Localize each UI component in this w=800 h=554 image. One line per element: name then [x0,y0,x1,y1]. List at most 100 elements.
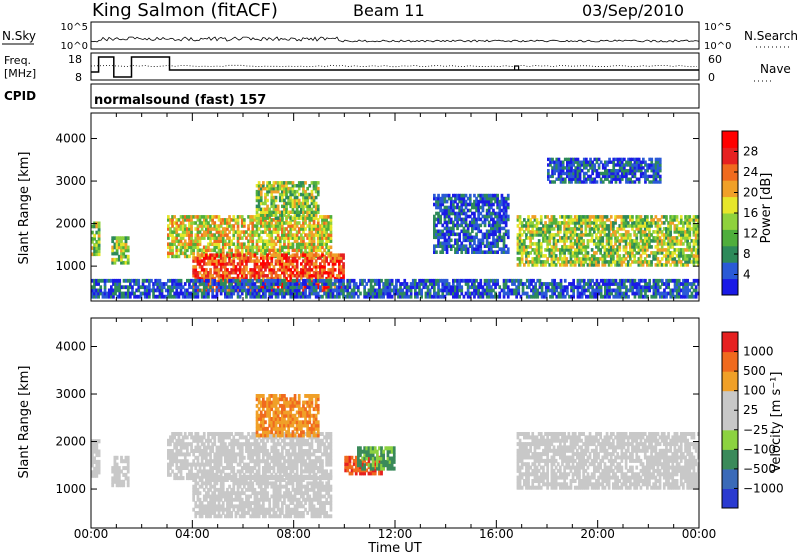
data-cell [249,218,252,222]
data-cell [542,260,545,264]
data-cell [449,247,453,251]
data-cell [160,294,164,299]
data-cell [607,254,611,258]
data-cell [158,278,162,283]
data-cell [236,227,240,231]
data-cell [590,215,594,219]
data-cell [285,218,288,222]
data-cell [281,230,284,234]
data-cell [202,271,206,275]
data-cell [97,249,101,253]
data-cell [556,221,560,225]
data-cell [525,245,528,249]
data-cell [118,291,122,296]
data-cell [302,265,305,269]
data-cell [200,282,204,286]
data-cell [650,169,654,173]
data-cell [629,160,632,164]
data-cell [556,257,560,261]
data-cell [565,248,569,252]
data-cell [606,169,609,173]
data-cell [190,291,193,296]
data-cell [473,193,476,198]
data-cell [518,230,522,234]
data-cell [477,229,480,234]
data-cell [471,285,474,290]
data-cell [323,242,326,246]
data-cell [443,244,447,248]
data-cell [533,263,537,267]
data-cell [276,291,280,296]
data-cell [682,242,685,246]
data-cell [473,278,476,283]
data-cell [576,242,579,246]
data-cell [224,239,227,243]
data-cell [481,214,485,219]
data-cell [331,271,335,275]
data-cell [688,236,692,240]
data-cell [232,227,236,231]
data-cell [213,259,217,263]
data-cell [205,256,208,260]
data-cell [490,250,493,254]
data-cell [599,180,603,184]
data-cell [228,271,231,275]
data-cell [287,236,290,240]
data-cell [445,244,449,248]
data-cell [530,278,533,283]
data-cell [492,217,495,222]
data-cell [477,193,480,198]
data-cell [213,265,217,269]
data-cell [308,274,312,278]
data-cell [276,251,280,256]
data-cell [202,215,206,219]
data-cell [295,204,299,209]
data-cell [97,236,101,241]
data-cell [549,157,552,162]
data-cell [310,276,314,281]
data-cell [198,262,202,266]
data-cell [454,247,457,251]
data-cell [295,294,299,299]
data-cell [143,278,147,283]
data-cell [262,213,265,217]
data-cell [230,218,233,222]
data-cell [537,260,541,264]
data-cell [135,278,138,283]
data-cell [475,250,478,254]
data-cell [578,215,581,219]
data-cell [620,169,624,173]
data-cell [124,245,128,250]
data-cell [335,256,339,260]
data-cell [384,282,388,286]
data-cell [259,282,263,286]
data-cell [251,242,255,246]
data-cell [306,207,309,212]
data-cell [487,214,491,219]
data-cell [502,205,506,210]
data-cell [262,271,265,275]
data-cell [217,242,221,246]
data-cell [692,254,696,258]
data-cell [515,294,518,299]
data-cell [405,282,409,286]
data-cell [639,257,643,261]
data-cell [667,257,670,261]
data-cell [629,215,632,219]
data-cell [527,230,530,234]
data-cell [437,205,440,210]
data-cell [329,285,333,290]
data-cell [192,221,195,225]
data-cell [310,201,314,206]
data-cell [194,242,198,246]
data-cell [186,218,189,222]
data-cell [289,181,293,185]
data-cell [449,217,453,222]
data-cell [458,288,461,293]
data-cell [556,227,560,231]
data-cell [247,251,250,256]
data-cell [500,238,504,243]
data-cell [91,230,94,235]
data-cell [490,247,493,251]
data-cell [236,274,240,278]
